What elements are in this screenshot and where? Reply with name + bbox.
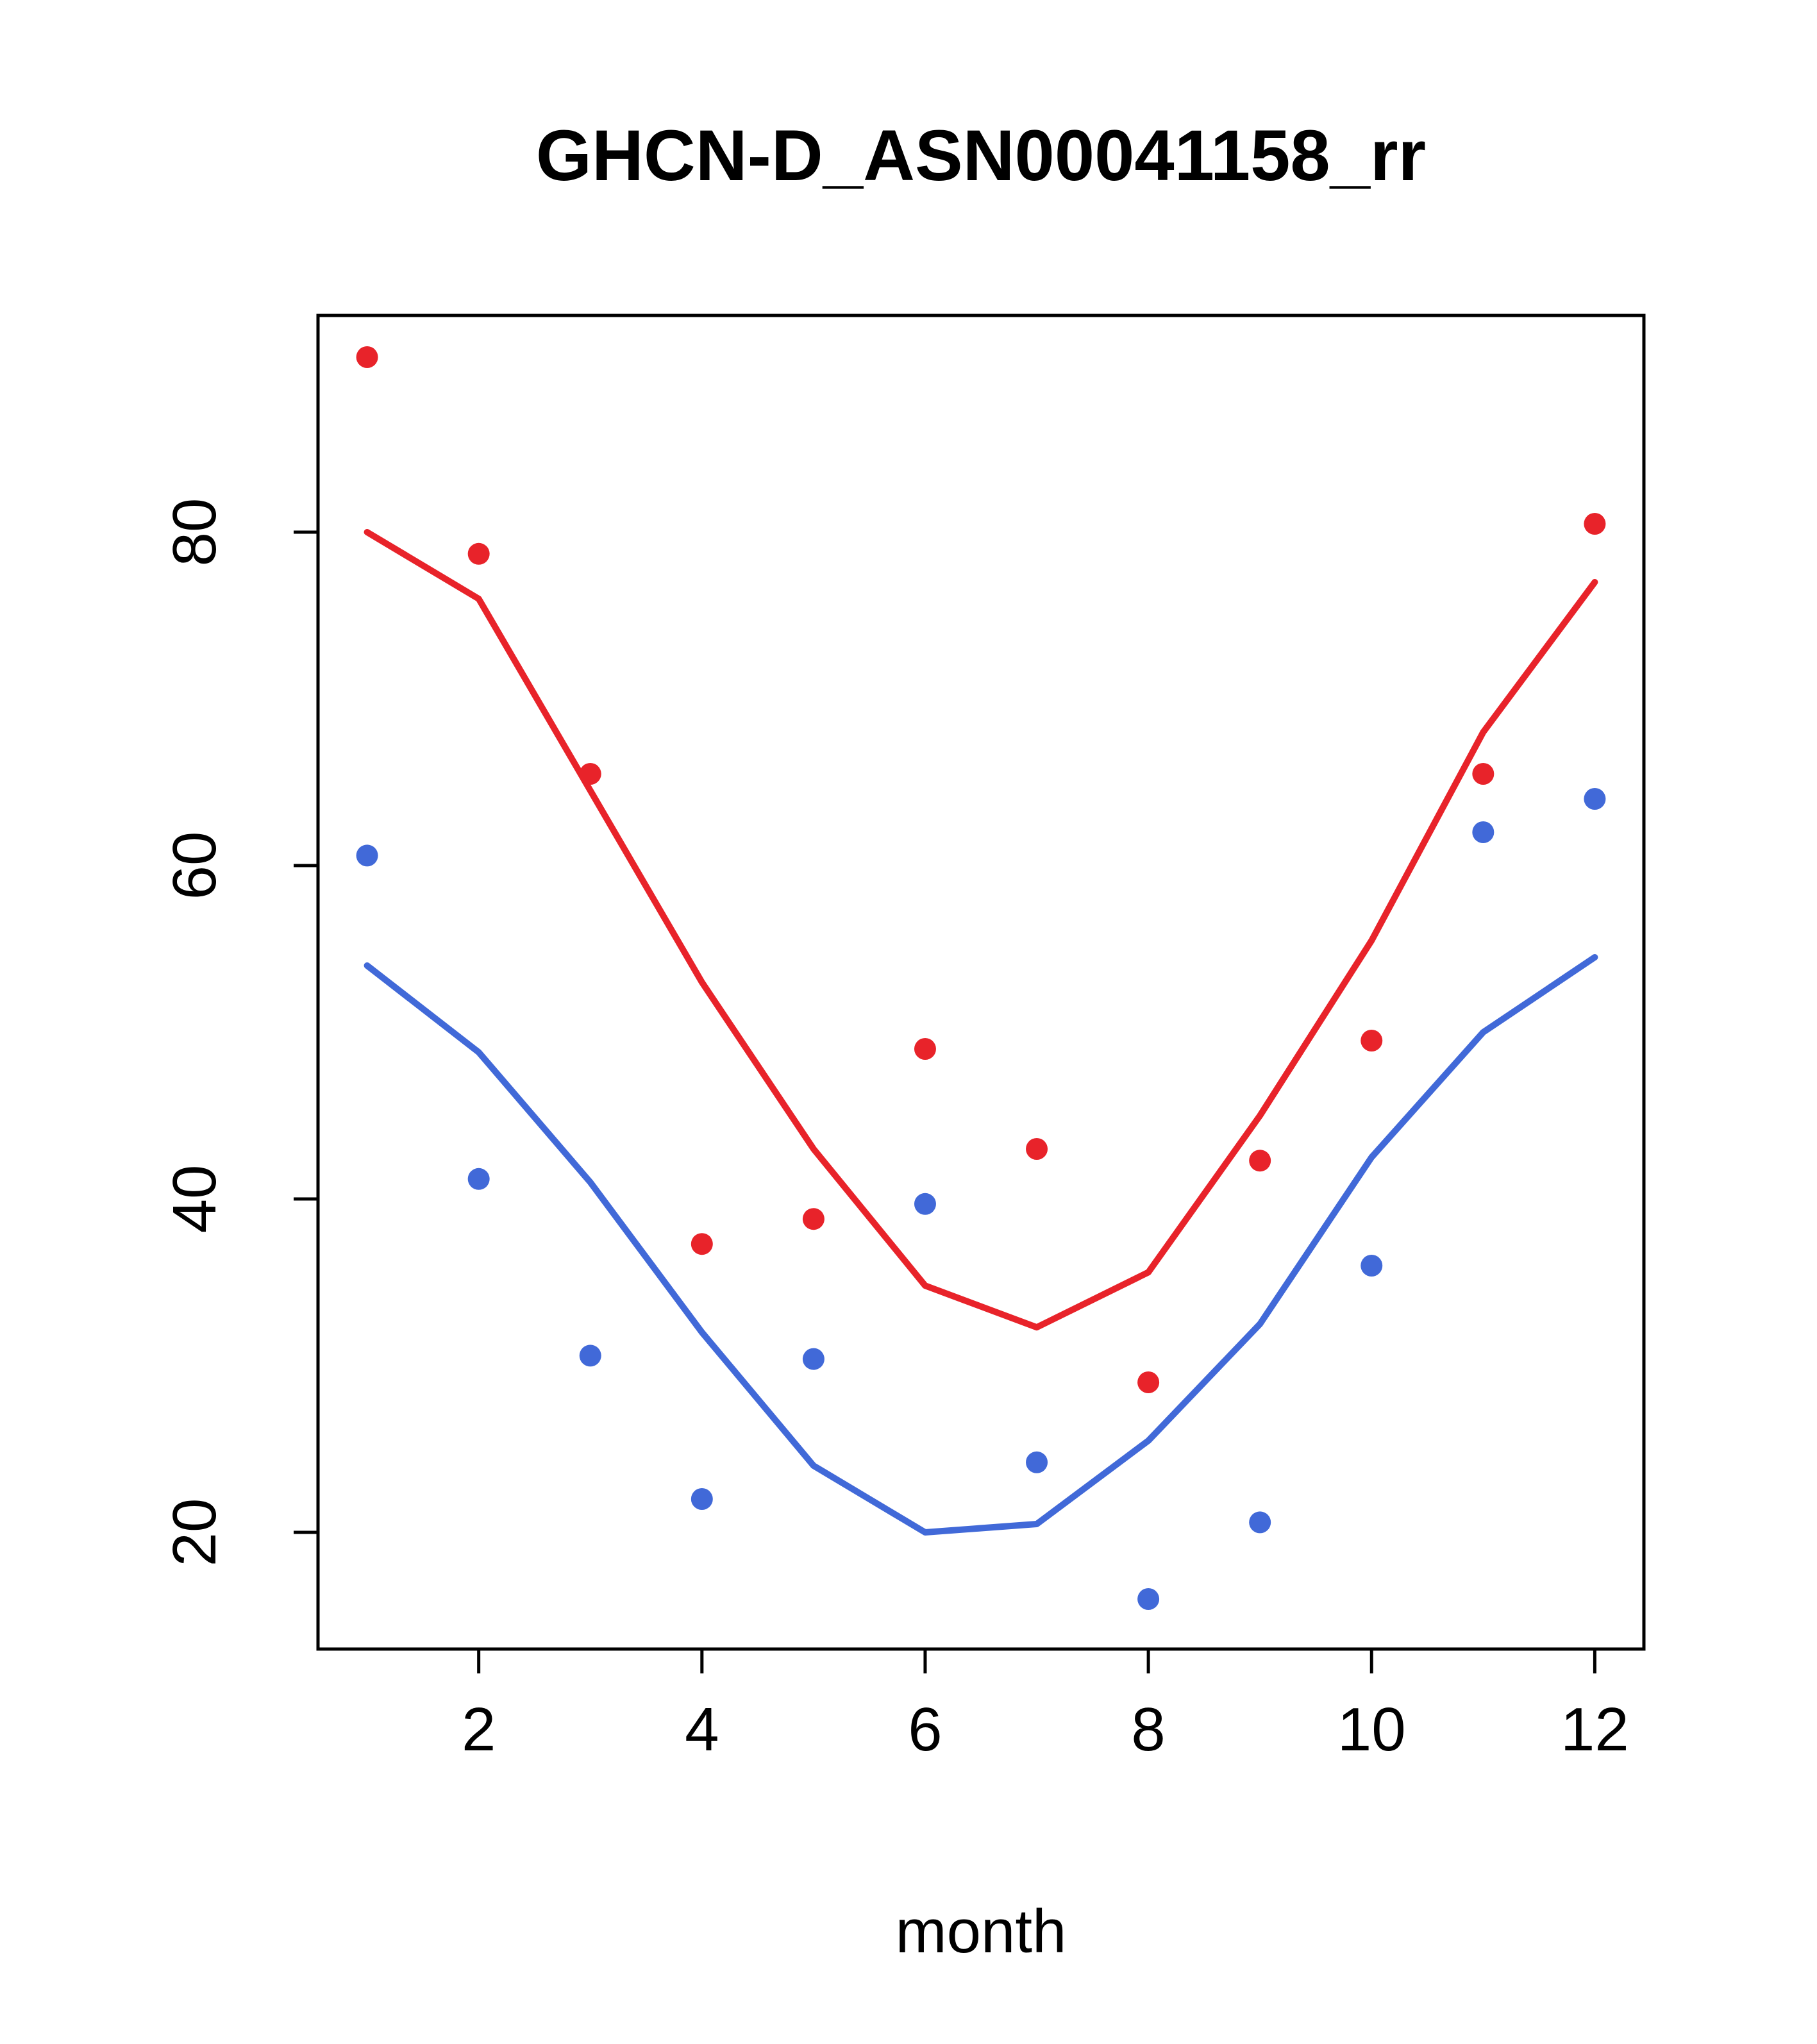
data-point-red-points xyxy=(1361,1030,1383,1051)
data-point-blue-points xyxy=(1584,788,1606,810)
data-point-red-points xyxy=(1137,1371,1160,1393)
data-point-blue-points xyxy=(691,1488,713,1510)
x-tick-label: 10 xyxy=(1337,1695,1406,1764)
y-tick-label: 40 xyxy=(160,1165,229,1234)
data-point-red-points xyxy=(914,1038,936,1060)
data-point-blue-points xyxy=(1026,1451,1048,1473)
x-tick-label: 12 xyxy=(1561,1695,1629,1764)
data-point-blue-points xyxy=(467,1168,490,1190)
data-point-red-points xyxy=(1249,1150,1271,1172)
data-point-blue-points xyxy=(1472,821,1495,843)
data-point-blue-points xyxy=(914,1193,936,1215)
x-tick-label: 2 xyxy=(462,1695,496,1764)
data-point-red-points xyxy=(1026,1138,1048,1160)
data-point-red-points xyxy=(467,542,490,565)
data-point-red-points xyxy=(579,763,601,785)
trend-red-line xyxy=(364,529,1598,1331)
data-point-red-points xyxy=(1584,513,1606,535)
data-point-blue-points xyxy=(1249,1511,1271,1534)
data-point-red-points xyxy=(691,1233,713,1255)
y-tick-label: 60 xyxy=(160,832,229,900)
data-point-blue-points xyxy=(579,1345,601,1367)
y-tick-label: 80 xyxy=(160,498,229,567)
data-point-red-points xyxy=(802,1208,825,1230)
x-tick-label: 8 xyxy=(1131,1695,1165,1764)
x-tick-label: 4 xyxy=(685,1695,719,1764)
plot-box xyxy=(316,314,1646,1651)
data-point-red-points xyxy=(1472,763,1495,785)
data-point-blue-points xyxy=(1137,1588,1160,1610)
data-point-red-points xyxy=(356,346,378,368)
trend-blue-line xyxy=(364,954,1598,1536)
chart-title: GHCN-D_ASN00041158_rr xyxy=(535,115,1427,196)
data-point-blue-points xyxy=(802,1348,825,1370)
data-point-blue-points xyxy=(356,844,378,867)
y-tick-label: 20 xyxy=(160,1498,229,1567)
x-tick-label: 6 xyxy=(908,1695,942,1764)
data-point-blue-points xyxy=(1361,1255,1383,1277)
x-axis-label: month xyxy=(895,1897,1067,1966)
